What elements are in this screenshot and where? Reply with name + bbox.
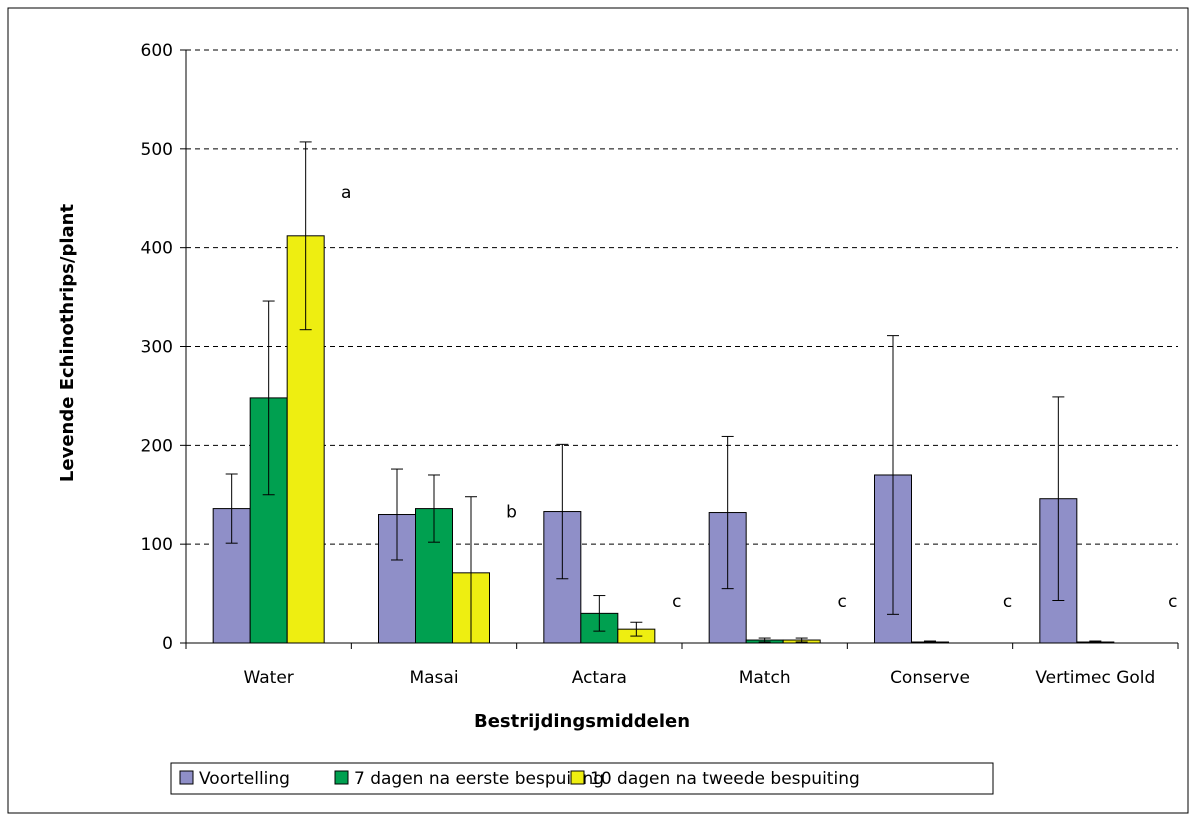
legend-swatch	[179, 770, 194, 785]
y-axis-title: Levende Echinothrips/plant	[57, 204, 78, 483]
significance-label: a	[341, 183, 351, 203]
legend-label: Voortelling	[199, 769, 290, 789]
x-axis-title: Bestrijdingsmiddelen	[474, 711, 690, 732]
y-tick-label: 600	[141, 41, 173, 61]
chart-border	[7, 7, 1189, 814]
y-tick-label: 200	[141, 436, 173, 456]
significance-label: c	[1168, 592, 1177, 612]
legend-label: 10 dagen na tweede bespuiting	[590, 769, 860, 789]
x-tick-labels: Water Masai Actara Match Conserve Vertimec Go…	[185, 643, 1179, 688]
significance-label: c	[1003, 592, 1012, 612]
significance-label: b	[506, 503, 517, 523]
x-tick-label: Conserve	[890, 668, 970, 688]
y-tick-label: 500	[141, 140, 173, 160]
y-tick-label: 300	[141, 338, 173, 358]
significance-label: c	[672, 592, 681, 612]
legend-label: 7 dagen na eerste bespuiting	[354, 769, 604, 789]
legend: Voortelling 7 dagen na eerste bespuiting1…	[170, 762, 994, 795]
y-tick-label: 0	[162, 634, 173, 654]
y-tick-labels: 0 100 200 300 400 500 600	[141, 41, 186, 654]
significance-labels: a b c c c c	[341, 183, 1178, 612]
y-tick-label: 400	[141, 239, 173, 259]
x-tick-label: Water	[244, 668, 294, 688]
gridlines	[186, 49, 1178, 545]
y-tick-label: 100	[141, 535, 173, 555]
legend-swatch	[334, 770, 349, 785]
legend-swatch	[570, 770, 585, 785]
significance-label: c	[837, 592, 846, 612]
x-tick-label: Vertimec Gold	[1035, 668, 1155, 688]
x-tick-label: Match	[739, 668, 791, 688]
x-tick-label: Masai	[409, 668, 458, 688]
x-tick-label: Actara	[572, 668, 627, 688]
